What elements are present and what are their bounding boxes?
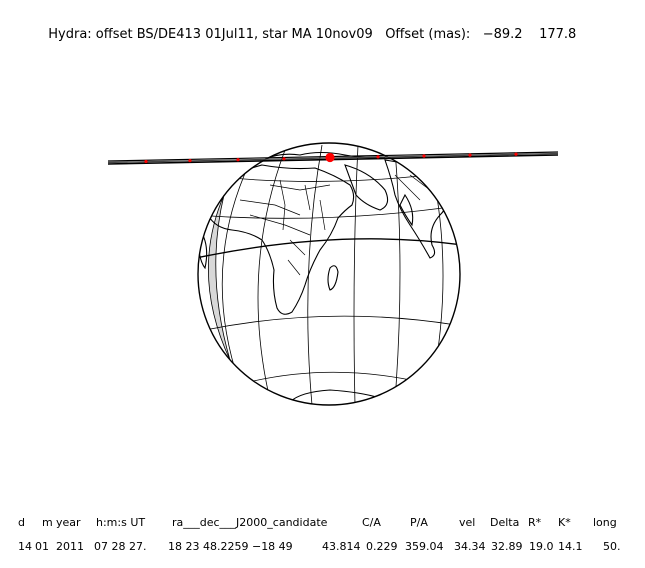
header-ca: C/A [362,516,381,529]
header-m: m [42,516,53,529]
track-marker [422,154,426,158]
track-marker [514,152,518,156]
value-m: 01 [35,540,49,553]
island-madagascar [327,265,339,291]
graticule-lon-2 [307,144,323,405]
value-kstar: 14.1 [558,540,583,553]
track-marker [236,158,240,162]
graticule-lon-1 [257,149,286,401]
value-long: 50. [603,540,621,553]
plot-title: Hydra: offset BS/DE413 01Jul11, star MA … [40,12,576,42]
track-time-markers [144,152,518,164]
header-long: long [593,516,617,529]
offset-label: Offset (mas): [385,27,471,42]
graticule-lat-30n [198,204,460,219]
value-ca: 0.229 [366,540,398,553]
graticule-lon-4 [394,149,401,401]
header-rstar: R* [528,516,542,529]
event-marker [325,152,335,163]
title-text: Hydra: offset BS/DE413 01Jul11, star MA … [48,27,373,42]
header-radec: ra___dec___J2000_candidate [172,516,328,529]
country-borders [239,174,431,276]
offset-ra-value: −89.2 [482,27,523,42]
value-vel: 34.34 [454,540,486,553]
track-marker [188,159,192,163]
header-kstar: K* [558,516,571,529]
header-delta: Delta [490,516,520,529]
header-year: year [56,516,81,529]
offset-dec-value: 177.8 [539,27,577,42]
region-india [399,193,414,227]
graticule-lon-6 [221,161,251,386]
track-marker [282,157,286,161]
continent-africa [206,164,355,315]
track-marker [144,159,148,164]
graticule-lat-30s [204,315,457,331]
header-d: d [18,516,25,529]
track-marker [376,155,380,159]
header-vel: vel [459,516,476,529]
value-d: 14 [18,540,32,553]
value-rstar: 19.0 [529,540,554,553]
header-pa: P/A [410,516,428,529]
graticule-equator [198,238,460,259]
graticule-lon-3 [353,144,359,405]
value-hms: 07 28 27. [94,540,147,553]
track-marker [468,153,472,157]
value-dec-sec: 43.814 [322,540,361,553]
header-hms: h:m:s UT [96,516,146,529]
value-radec: 18 23 48.2259 −18 49 [168,540,293,553]
value-year: 2011 [56,540,84,553]
value-delta: 32.89 [491,540,523,553]
limb-shading [208,194,231,361]
value-pa: 359.04 [405,540,444,553]
